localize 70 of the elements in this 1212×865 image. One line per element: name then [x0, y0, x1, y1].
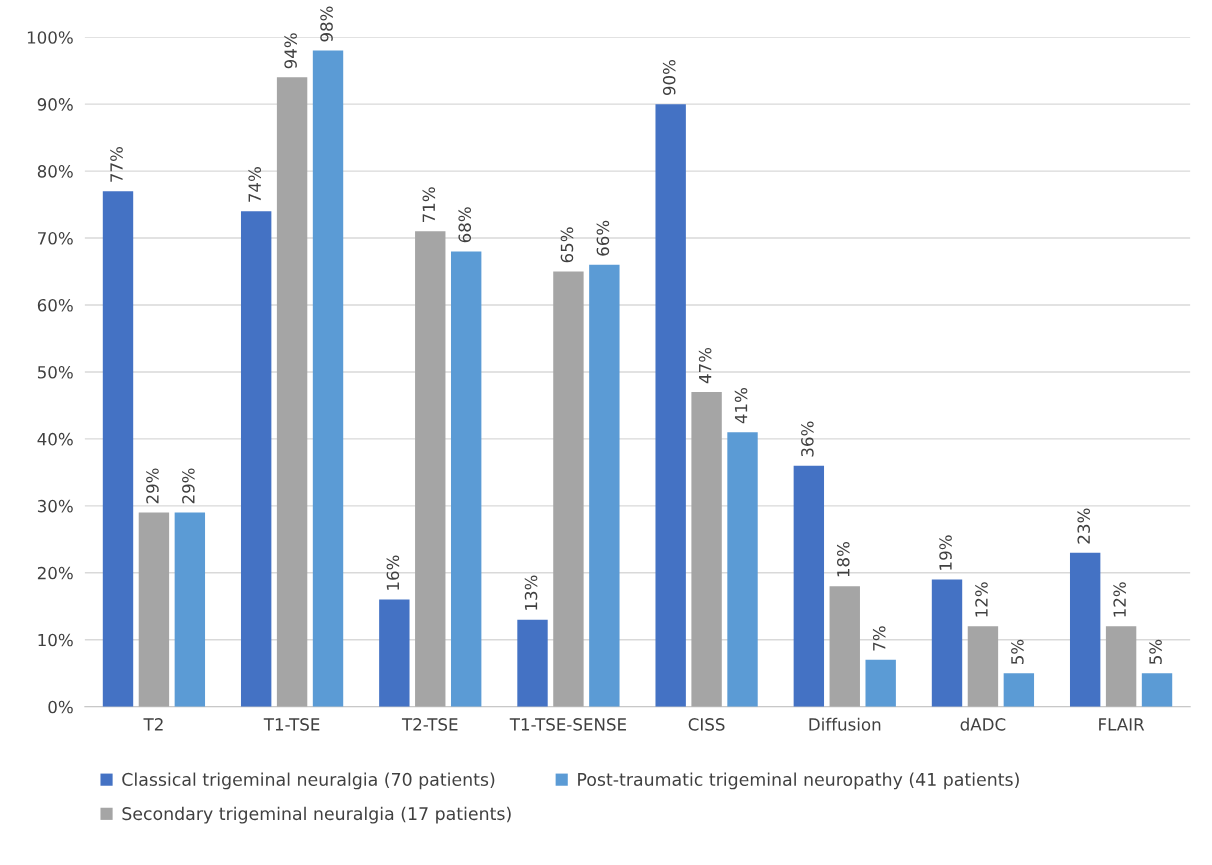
bar: [553, 271, 584, 707]
data-label: 36%: [801, 421, 814, 457]
bar: [727, 432, 758, 707]
y-tick-label: 40%: [37, 432, 73, 446]
data-label: 98%: [320, 6, 333, 42]
bar: [691, 392, 722, 707]
bar: [829, 586, 860, 707]
bar: [793, 465, 825, 707]
data-label: 94%: [284, 33, 297, 69]
bar: [1069, 552, 1101, 707]
bar: [655, 104, 686, 707]
data-label: 7%: [872, 626, 886, 651]
data-label: 90%: [662, 59, 676, 96]
y-tick-label: 100%: [27, 31, 73, 44]
y-tick-label: 0%: [48, 700, 73, 714]
y-tick-label: 70%: [38, 232, 73, 245]
bar: [931, 579, 963, 707]
x-tick-label: T1-TSE: [263, 718, 320, 731]
data-label: 5%: [1011, 639, 1024, 664]
data-label: 65%: [560, 227, 574, 263]
data-label: 5%: [1149, 639, 1162, 664]
bar: [967, 626, 999, 707]
data-label: 12%: [975, 582, 988, 617]
data-label: 29%: [146, 468, 159, 504]
data-label: 16%: [386, 555, 400, 590]
y-tick-label: 10%: [38, 633, 73, 647]
legend-label: Post-traumatic trigeminal neuropathy (41 patients): [578, 772, 1019, 790]
x-tick-label: T1-TSE-SENSE: [509, 718, 626, 731]
x-tick-label: T2-TSE: [401, 718, 458, 731]
y-tick-label: 20%: [37, 566, 73, 580]
bar: [450, 251, 482, 707]
y-tick-label: 30%: [37, 499, 73, 513]
data-label: 66%: [596, 220, 610, 256]
bar: [1003, 673, 1035, 707]
bar: [312, 50, 344, 707]
bar: [138, 512, 170, 707]
data-label: 13%: [524, 575, 538, 610]
y-tick-label: 80%: [37, 165, 73, 178]
data-label: 18%: [836, 542, 850, 577]
bar: [379, 599, 410, 707]
x-tick-label: T2: [143, 718, 163, 731]
x-tick-label: CISS: [688, 718, 725, 731]
data-label: 74%: [248, 167, 261, 202]
data-label: 71%: [422, 187, 436, 222]
legend-label: Classical trigeminal neuralgia (70 patients): [122, 772, 495, 790]
y-tick-label: 90%: [37, 98, 73, 111]
bar: [102, 191, 134, 707]
data-label: 47%: [698, 347, 712, 384]
data-label: 68%: [458, 207, 472, 243]
y-tick-label: 50%: [37, 365, 73, 379]
data-label: 41%: [734, 388, 748, 424]
data-label: 29%: [182, 468, 195, 504]
bar: [240, 211, 272, 707]
y-tick-label: 60%: [37, 298, 73, 312]
bar: [1105, 626, 1137, 707]
data-label: 12%: [1113, 582, 1126, 617]
bar: [1141, 673, 1173, 707]
bar: [865, 659, 896, 707]
x-tick-label: dADC: [960, 717, 1006, 731]
data-label: 23%: [1077, 508, 1091, 544]
bar: [174, 512, 206, 707]
bar: [589, 264, 620, 707]
legend-label: Secondary trigeminal neuralgia (17 patients): [122, 806, 511, 824]
bar: [276, 77, 308, 707]
data-label: 19%: [939, 535, 952, 570]
bar: [415, 231, 446, 707]
x-tick-label: Diffusion: [809, 717, 881, 731]
x-tick-label: FLAIR: [1099, 718, 1145, 731]
data-label: 77%: [110, 147, 123, 182]
bar: [517, 619, 548, 707]
